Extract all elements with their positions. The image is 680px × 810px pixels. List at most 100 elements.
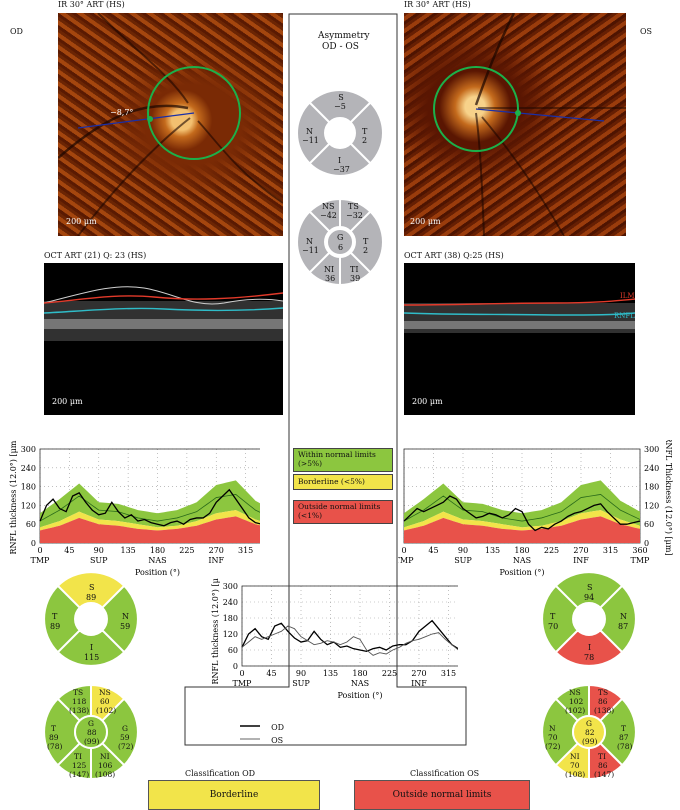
od-s-n-value: 59: [120, 733, 130, 742]
asym-s-ti-label: TI: [350, 265, 359, 274]
asym-s-ns-label: NS: [322, 202, 335, 211]
legend-borderline: Borderline (<5%): [293, 474, 393, 490]
os-s-t-value: 87: [619, 733, 629, 742]
od-q-s-value: 89: [86, 593, 97, 602]
os-s-n-value: 70: [548, 733, 558, 742]
os-q-n-label: N: [620, 612, 627, 621]
legend-within-normal: Within normal limits (>5%): [293, 448, 393, 472]
os-s-g-norm: (99): [582, 737, 598, 746]
od-s-ns-norm: (102): [96, 706, 117, 715]
x-tick-label: 270: [209, 546, 224, 555]
x-tick-label: 135: [120, 546, 135, 555]
x-tick-label: 0: [401, 546, 406, 555]
x-tick-label: 45: [64, 546, 74, 555]
asym-s-n-value: −11: [302, 246, 319, 255]
od-q-t-value: 89: [50, 622, 61, 631]
x-tick-label: 0: [239, 669, 244, 678]
os-s-ts-value: 86: [598, 697, 608, 706]
x-region-label: TMP: [631, 556, 651, 565]
os-s-ni-value: 70: [570, 761, 580, 770]
od-s-t-norm: (78): [47, 742, 63, 751]
asym-s-t-value: 2: [363, 246, 369, 255]
x-tick-label: 135: [485, 546, 500, 555]
y-tick-label: 240: [644, 464, 659, 473]
od-q-i-value: 115: [84, 653, 100, 662]
od-s-ns-value: 60: [100, 697, 110, 706]
x-region-label: TMP: [31, 556, 51, 565]
os-s-ns-value: 102: [569, 697, 584, 706]
od-oct-scan: 200 μm: [44, 263, 283, 415]
os-scale-label: 200 μm: [410, 217, 441, 226]
od-s-t-label: T: [51, 724, 57, 733]
asym-s-n-label: N: [306, 237, 313, 246]
od-oct-title: OCT ART (21) Q: 23 (HS): [44, 251, 147, 260]
comparison-legend: OD: [240, 715, 284, 734]
x-tick-label: 225: [544, 546, 559, 555]
y-tick-label: 180: [644, 483, 659, 492]
od-fundus-overlay: [58, 13, 283, 236]
os-eye-label: OS: [640, 27, 653, 36]
os-s-g-label: G: [586, 719, 592, 728]
y-tick-label: 0: [31, 539, 36, 548]
os-s-ns-label: NS: [569, 688, 581, 697]
series-line-od: [39, 488, 260, 527]
norm-band-red: [40, 516, 260, 543]
y-tick-label: 240: [223, 598, 238, 607]
x-region-label: TMP: [398, 556, 414, 565]
x-tick-label: 315: [238, 546, 253, 555]
series-line-os: [241, 625, 458, 656]
norm-band-green: [40, 480, 260, 528]
os-sector-circle: [541, 683, 637, 781]
os-q-t-value: 70: [548, 622, 559, 631]
legend-os-label: OS: [271, 736, 284, 745]
y-tick-label: 180: [223, 614, 238, 623]
y-tick-label: 120: [644, 501, 659, 510]
x-tick-label: 135: [323, 669, 338, 678]
asymmetry-subtitle: OD - OS: [322, 42, 359, 52]
x-tick-label: 180: [150, 546, 165, 555]
y-tick-label: 300: [223, 582, 238, 591]
asym-q-s-label: S: [338, 93, 344, 102]
x-tick-label: 180: [514, 546, 529, 555]
os-rnfl-chart: 06012018024030004590135180225270315360TM…: [398, 440, 673, 577]
x-region-label: INF: [573, 556, 589, 565]
x-tick-label: 225: [382, 669, 397, 678]
x-tick-label: 270: [573, 546, 588, 555]
od-fundus-image: −8,7° 200 μm: [58, 13, 283, 236]
od-q-n-label: N: [122, 612, 129, 621]
asym-q-i-value: −37: [333, 165, 350, 174]
od-s-t-value: 89: [49, 733, 59, 742]
x-tick-label: 45: [428, 546, 438, 555]
asym-q-i-label: I: [338, 156, 342, 165]
x-region-label: SUP: [90, 556, 108, 565]
y-tick-label: 60: [228, 646, 238, 655]
legend-od-label: OD: [271, 723, 285, 732]
x-axis-label: Position (°): [337, 691, 382, 700]
asym-s-ni-value: 36: [325, 274, 336, 283]
os-classification-title: Classification OS: [410, 769, 480, 778]
norm-mean-line: [403, 494, 641, 522]
asym-q-t-value: 2: [362, 136, 368, 145]
os-s-ni-label: NI: [570, 752, 580, 761]
od-scale-label: 200 μm: [66, 217, 97, 226]
x-region-label: INF: [208, 556, 224, 565]
od-q-t-label: T: [52, 612, 58, 621]
os-quadrant-circle: [541, 571, 637, 667]
os-s-ti-value: 86: [598, 761, 608, 770]
od-q-i-label: I: [90, 643, 94, 652]
y-axis-label: RNFL thickness (12.0°) [μm]: [9, 440, 18, 554]
od-s-ts-value: 118: [72, 697, 87, 706]
od-s-ni-value: 106: [98, 761, 113, 770]
os-q-t-label: T: [550, 612, 556, 621]
os-fundus-overlay: [433, 13, 626, 236]
y-tick-label: 60: [26, 520, 36, 529]
y-tick-label: 0: [233, 662, 238, 671]
os-ir-title: IR 30° ART (HS): [404, 0, 471, 9]
od-oct-scale: 200 μm: [52, 397, 83, 406]
norm-band-yellow: [40, 510, 260, 531]
y-axis-label: RNFL Thickness (12.0°) [μm]: [664, 440, 673, 556]
os-s-ti-norm: (147): [594, 770, 615, 779]
norm-band-green: [404, 480, 640, 528]
od-quadrant-circle: [43, 571, 139, 667]
os-s-t-label: T: [621, 724, 627, 733]
